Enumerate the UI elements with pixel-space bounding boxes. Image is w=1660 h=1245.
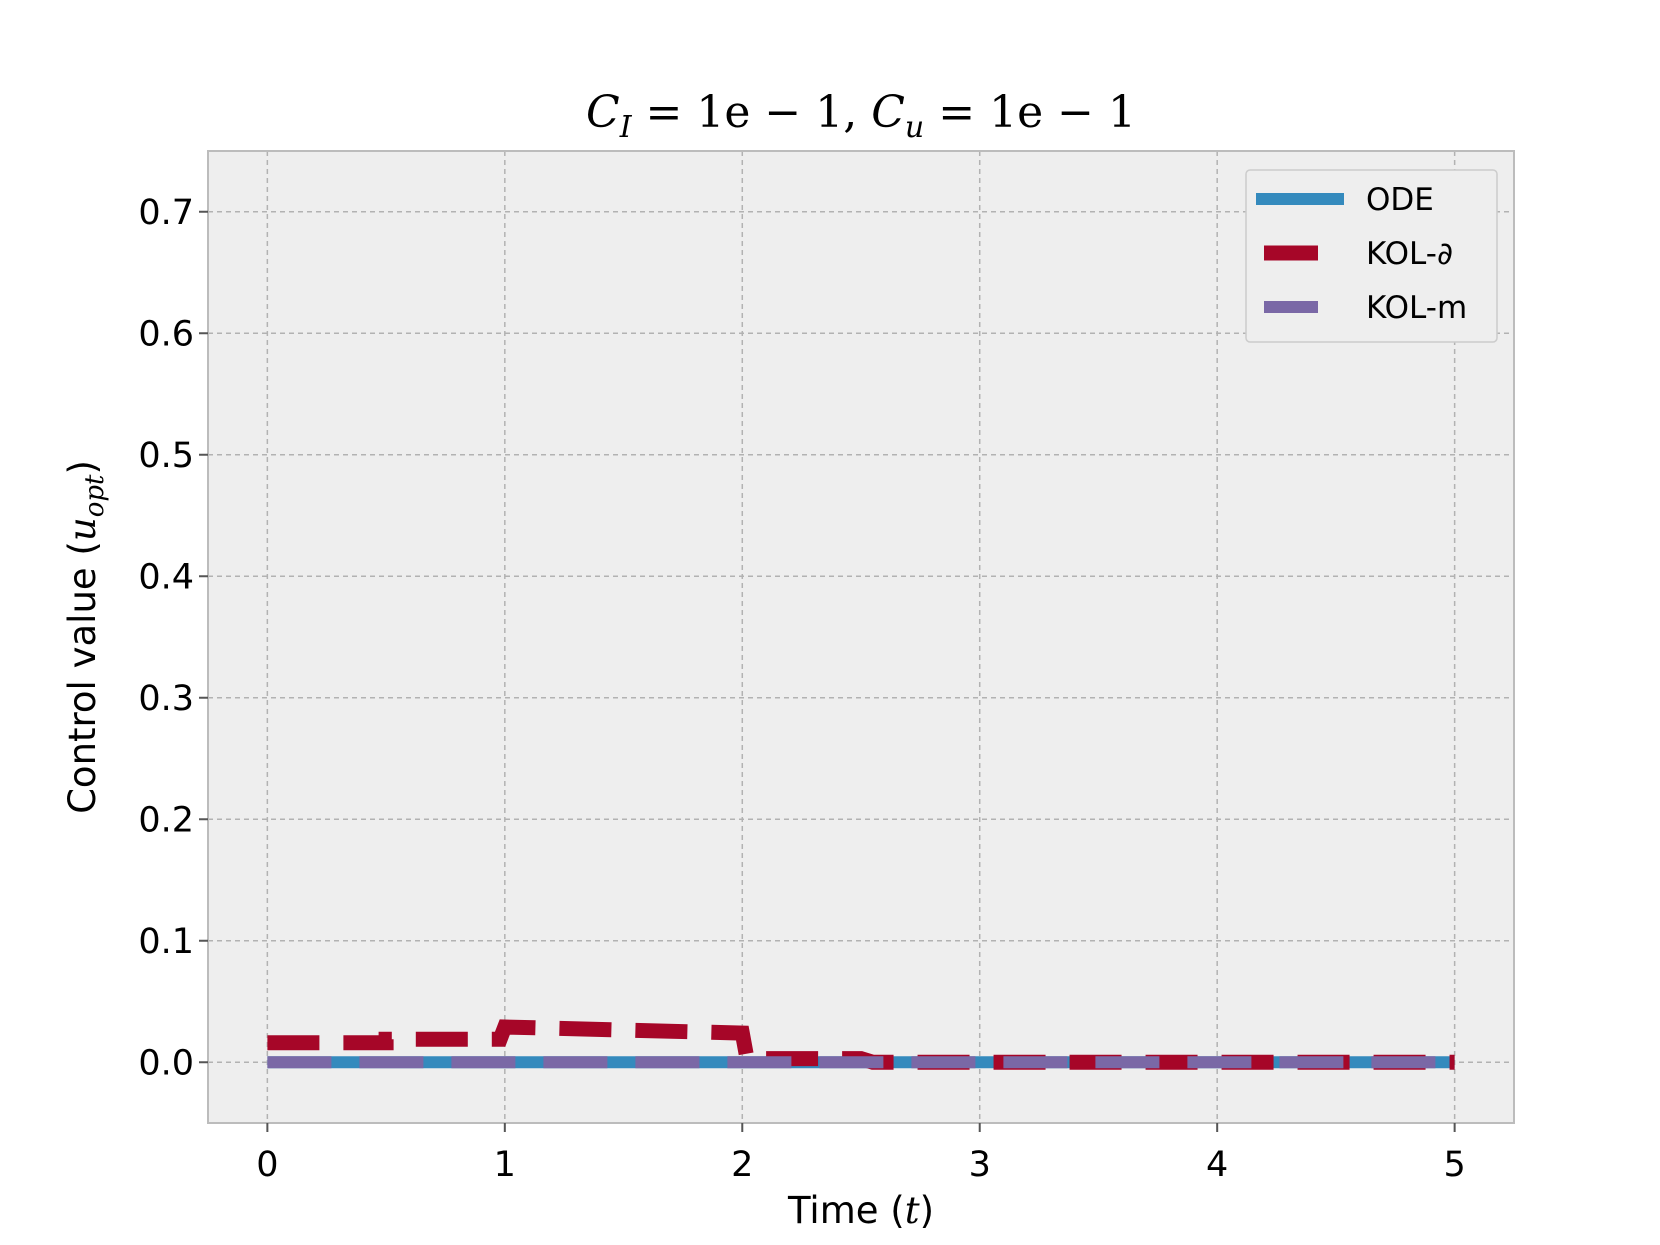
y-tick-label: 0.5 [138,436,194,476]
y-tick-label: 0.0 [138,1043,194,1083]
x-tick-label: 5 [1443,1145,1465,1185]
y-tick-label: 0.4 [138,557,194,597]
y-axis-label: Control value (uopt) [61,460,110,814]
legend: ODE KOL-∂ KOL-m [1245,169,1498,343]
ticks: 0 1 2 3 4 5 0.0 0.1 0.2 0.3 0.4 0.5 0.6 0.7 [138,193,1465,1185]
x-tick-label: 2 [731,1145,753,1185]
x-tick-label: 4 [1206,1145,1228,1185]
y-tick-label: 0.6 [138,314,194,354]
plot-frame [207,150,1515,1124]
y-tick-label: 0.3 [138,679,194,719]
legend-box [1245,169,1498,343]
y-tick-label: 0.7 [138,193,194,233]
x-tick-label: 0 [256,1145,278,1185]
legend-label-1: KOL-∂ [1366,236,1453,272]
x-tick-label: 3 [969,1145,991,1185]
legend-label-2: KOL-m [1366,290,1467,326]
legend-label-0: ODE [1366,182,1434,218]
series-layer [267,1019,1455,1070]
y-tick-label: 0.2 [138,800,194,840]
chart-title: CI = 1e − 1, Cu = 1e − 1 [586,87,1136,145]
grid [208,151,1514,1123]
x-axis-label: Time (t) [787,1189,934,1232]
x-tick-label: 1 [494,1145,516,1185]
y-tick-label: 0.1 [138,922,194,962]
